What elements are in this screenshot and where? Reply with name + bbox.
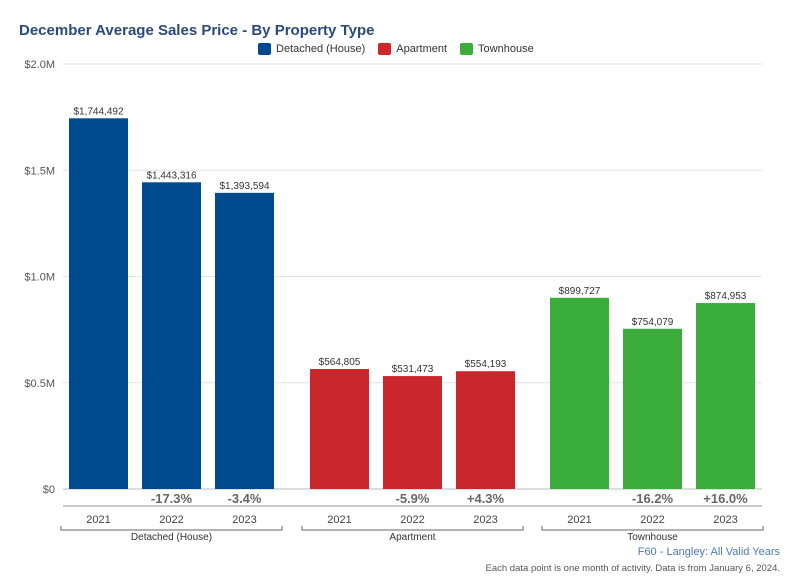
legend-label-townhouse: Townhouse bbox=[478, 43, 534, 55]
x-tick-label: 2022 bbox=[159, 514, 183, 526]
bar-value-label: $874,953 bbox=[705, 291, 747, 302]
y-tick-label: $1.0M bbox=[24, 272, 55, 284]
x-tick-label: 2023 bbox=[473, 514, 497, 526]
bar-value-label: $754,079 bbox=[632, 317, 674, 328]
x-tick-label: 2023 bbox=[713, 514, 737, 526]
bar-value-label: $1,744,492 bbox=[73, 106, 123, 117]
legend-item-townhouse[interactable]: Townhouse bbox=[460, 43, 534, 55]
x-tick-label: 2021 bbox=[567, 514, 591, 526]
bar-value-label: $1,393,594 bbox=[219, 181, 269, 192]
group-label: Townhouse bbox=[627, 532, 678, 543]
source-label: F60 - Langley: All Valid Years bbox=[637, 546, 780, 558]
change-label: +16.0% bbox=[703, 491, 748, 506]
x-tick-label: 2022 bbox=[640, 514, 664, 526]
group-bracket bbox=[541, 526, 764, 531]
chart-title: December Average Sales Price - By Proper… bbox=[19, 22, 375, 39]
bar-value-label: $1,443,316 bbox=[146, 170, 196, 181]
bar-townhouse-2023[interactable] bbox=[696, 303, 755, 489]
bar-detached-house-2023[interactable] bbox=[215, 192, 274, 490]
change-label: -17.3% bbox=[151, 491, 193, 506]
y-tick-label: $2.0M bbox=[24, 59, 55, 71]
bar-townhouse-2021[interactable] bbox=[550, 297, 609, 489]
x-tick-label: 2021 bbox=[86, 514, 110, 526]
change-label: +4.3% bbox=[467, 491, 505, 506]
y-tick-label: $1.5M bbox=[24, 165, 55, 177]
bar-apartment-2021[interactable] bbox=[310, 368, 369, 489]
x-tick-label: 2023 bbox=[232, 514, 256, 526]
bar-value-label: $564,805 bbox=[319, 357, 361, 368]
legend-swatch-townhouse bbox=[460, 43, 474, 55]
legend-swatch-detached bbox=[258, 43, 271, 55]
bar-detached-house-2022[interactable] bbox=[142, 182, 201, 489]
x-tick-label: 2021 bbox=[327, 514, 351, 526]
bar-apartment-2023[interactable] bbox=[456, 371, 515, 489]
legend-swatch-apartment bbox=[378, 43, 392, 55]
bar-townhouse-2022[interactable] bbox=[623, 328, 682, 489]
legend-label-detached: Detached (House) bbox=[276, 43, 366, 55]
bar-detached-house-2021[interactable] bbox=[69, 118, 128, 490]
change-label: -3.4% bbox=[228, 491, 262, 506]
legend-item-detached[interactable]: Detached (House) bbox=[258, 43, 365, 55]
x-tick-label: 2022 bbox=[400, 514, 424, 526]
group-label: Detached (House) bbox=[131, 532, 212, 543]
group-bracket bbox=[301, 526, 524, 531]
footnote: Each data point is one month of activity… bbox=[485, 563, 780, 574]
bar-apartment-2022[interactable] bbox=[383, 376, 442, 489]
bar-value-label: $531,473 bbox=[392, 364, 434, 375]
y-tick-label: $0.5M bbox=[24, 378, 55, 390]
legend-label-apartment: Apartment bbox=[396, 43, 448, 55]
group-bracket bbox=[60, 526, 283, 531]
legend: Detached (House) Apartment Townhouse bbox=[258, 43, 534, 55]
y-tick-label: $0 bbox=[43, 484, 55, 496]
change-label: -16.2% bbox=[632, 491, 674, 506]
bar-value-label: $554,193 bbox=[465, 359, 507, 370]
change-label: -5.9% bbox=[396, 491, 430, 506]
bar-value-label: $899,727 bbox=[559, 286, 601, 297]
legend-item-apartment[interactable]: Apartment bbox=[378, 43, 447, 55]
group-label: Apartment bbox=[389, 532, 435, 543]
